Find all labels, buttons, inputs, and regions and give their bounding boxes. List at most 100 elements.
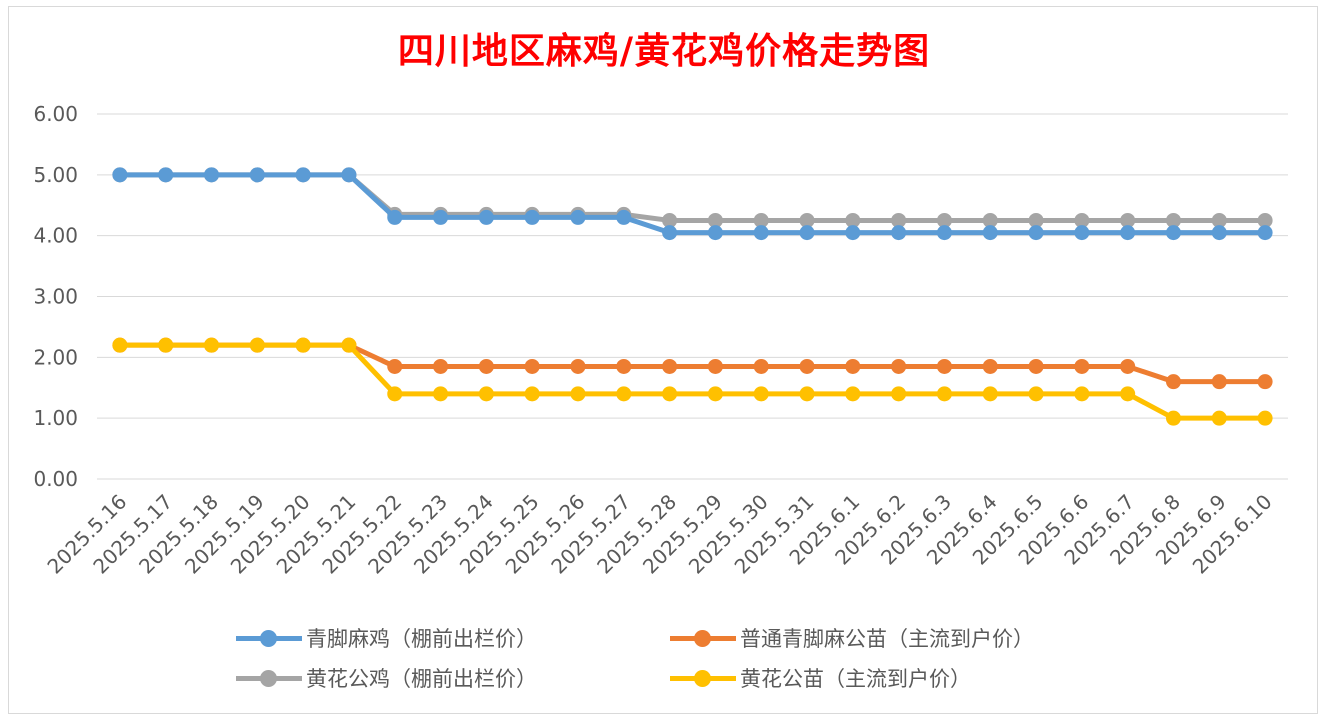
- data-point-0-23: [1165, 225, 1181, 241]
- data-point-3-20: [1028, 386, 1044, 402]
- data-point-0-15: [799, 225, 815, 241]
- x-axis-tick-labels: 2025.5.162025.5.172025.5.182025.5.192025…: [42, 490, 1276, 579]
- data-point-3-17: [891, 386, 907, 402]
- data-point-1-10: [570, 358, 586, 374]
- data-point-3-10: [570, 386, 586, 402]
- data-point-3-21: [1074, 386, 1090, 402]
- data-point-3-12: [662, 386, 678, 402]
- data-point-1-12: [662, 358, 678, 374]
- data-point-0-20: [1028, 225, 1044, 241]
- data-point-0-2: [204, 167, 220, 183]
- legend-label-1: 普通青脚麻公苗（主流到户价）: [740, 627, 1034, 651]
- series-line-3: [117, 342, 1268, 421]
- data-point-1-23: [1165, 374, 1181, 390]
- data-point-2-22: [1120, 212, 1136, 228]
- y-tick-label-0: 0.00: [33, 467, 78, 491]
- data-point-1-6: [387, 358, 403, 374]
- data-point-1-19: [982, 358, 998, 374]
- data-point-1-20: [1028, 358, 1044, 374]
- data-point-0-10: [570, 209, 586, 225]
- data-point-1-11: [616, 358, 632, 374]
- data-point-2-12: [662, 212, 678, 228]
- data-point-0-9: [524, 209, 540, 225]
- data-point-2-18: [936, 212, 952, 228]
- data-point-0-12: [662, 225, 678, 241]
- data-point-0-3: [249, 167, 265, 183]
- legend-label-3: 黄花公苗（主流到户价）: [740, 667, 971, 691]
- data-point-2-16: [845, 212, 861, 228]
- data-point-0-8: [478, 209, 494, 225]
- data-point-1-24: [1211, 374, 1227, 390]
- data-point-3-9: [524, 386, 540, 402]
- data-point-0-24: [1211, 225, 1227, 241]
- data-point-3-15: [799, 386, 815, 402]
- data-point-0-18: [936, 225, 952, 241]
- data-point-0-13: [707, 225, 723, 241]
- legend-item-0[interactable]: 青脚麻鸡（棚前出栏价）: [236, 624, 537, 652]
- data-point-2-15: [799, 212, 815, 228]
- data-point-0-14: [753, 225, 769, 241]
- legend-swatch-0: [236, 624, 302, 652]
- data-point-1-17: [891, 358, 907, 374]
- data-point-1-18: [936, 358, 952, 374]
- legend-item-1[interactable]: 普通青脚麻公苗（主流到户价）: [670, 624, 1034, 652]
- data-point-3-3: [249, 337, 265, 353]
- y-tick-label-6: 6.00: [33, 102, 78, 126]
- data-point-0-6: [387, 209, 403, 225]
- data-point-0-21: [1074, 225, 1090, 241]
- data-point-0-17: [891, 225, 907, 241]
- data-point-0-11: [616, 209, 632, 225]
- data-point-3-23: [1165, 410, 1181, 426]
- data-point-0-5: [341, 167, 357, 183]
- y-axis-tick-labels: 0.00 1.00 2.00 3.00 4.00 5.00 6.00: [33, 102, 78, 491]
- legend-label-2: 黄花公鸡（棚前出栏价）: [306, 667, 537, 691]
- data-point-3-4: [295, 337, 311, 353]
- data-point-3-22: [1120, 386, 1136, 402]
- data-point-2-19: [982, 212, 998, 228]
- y-tick-label-2: 2.00: [33, 345, 78, 369]
- data-point-3-25: [1257, 410, 1273, 426]
- data-point-2-17: [891, 212, 907, 228]
- data-point-0-22: [1120, 225, 1136, 241]
- data-point-1-21: [1074, 358, 1090, 374]
- data-point-3-24: [1211, 410, 1227, 426]
- data-point-0-16: [845, 225, 861, 241]
- series-line-1: [117, 342, 1268, 385]
- series-line-0: [117, 172, 1268, 236]
- data-point-1-14: [753, 358, 769, 374]
- data-point-1-22: [1120, 358, 1136, 374]
- data-point-2-21: [1074, 212, 1090, 228]
- legend-item-2[interactable]: 黄花公鸡（棚前出栏价）: [236, 664, 537, 692]
- legend-item-3[interactable]: 黄花公苗（主流到户价）: [670, 664, 971, 692]
- data-point-0-19: [982, 225, 998, 241]
- data-point-3-13: [707, 386, 723, 402]
- data-point-2-23: [1165, 212, 1181, 228]
- data-point-0-7: [433, 209, 449, 225]
- legend-swatch-3: [670, 664, 736, 692]
- data-point-3-14: [753, 386, 769, 402]
- data-point-3-16: [845, 386, 861, 402]
- data-point-2-24: [1211, 212, 1227, 228]
- y-tick-label-5: 5.00: [33, 163, 78, 187]
- data-point-2-13: [707, 212, 723, 228]
- data-point-2-20: [1028, 212, 1044, 228]
- legend-label-0: 青脚麻鸡（棚前出栏价）: [306, 627, 537, 651]
- data-point-0-0: [112, 167, 128, 183]
- data-point-3-8: [478, 386, 494, 402]
- y-tick-label-3: 3.00: [33, 285, 78, 309]
- data-point-3-1: [158, 337, 174, 353]
- chart-area[interactable]: [8, 6, 1318, 714]
- data-point-1-15: [799, 358, 815, 374]
- legend-swatch-2: [236, 664, 302, 692]
- data-point-1-8: [478, 358, 494, 374]
- data-point-1-7: [433, 358, 449, 374]
- data-point-1-16: [845, 358, 861, 374]
- y-tick-label-1: 1.00: [33, 406, 78, 430]
- data-point-3-5: [341, 337, 357, 353]
- series-line-2: [117, 172, 1268, 223]
- data-point-3-11: [616, 386, 632, 402]
- series-lines: [112, 167, 1273, 426]
- data-point-3-19: [982, 386, 998, 402]
- data-point-0-25: [1257, 225, 1273, 241]
